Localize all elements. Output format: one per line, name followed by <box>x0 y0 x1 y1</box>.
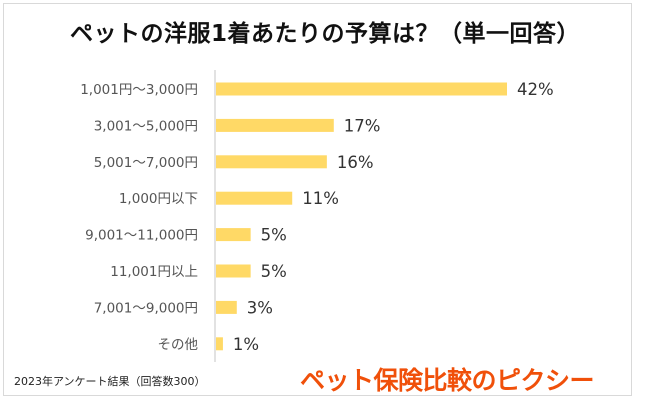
value-label: 42% <box>517 80 554 99</box>
category-label: 7,001～9,000円 <box>94 300 198 316</box>
category-label: 9,001～11,000円 <box>85 228 198 244</box>
value-label: 1% <box>233 335 259 354</box>
bar <box>216 337 223 351</box>
brand-logo-text: ペット保険比較のピクシー <box>300 366 595 395</box>
category-label: その他 <box>158 337 199 353</box>
value-label: 16% <box>337 153 374 172</box>
category-label: 3,001～5,000円 <box>94 118 198 134</box>
bar <box>216 228 251 242</box>
bar <box>216 155 327 169</box>
chart-title: ペットの洋服1着あたりの予算は？（単一回答） <box>69 21 580 47</box>
bar <box>216 118 334 132</box>
bar <box>216 264 251 278</box>
chart-frame <box>3 3 632 396</box>
bar <box>216 300 237 314</box>
value-label: 3% <box>247 298 273 317</box>
value-label: 5% <box>261 262 287 281</box>
bar <box>216 191 293 205</box>
survey-footnote: 2023年アンケート結果（回答数300） <box>14 375 206 388</box>
category-label: 1,001円～3,000円 <box>80 82 198 98</box>
value-label: 11% <box>302 189 339 208</box>
category-label: 1,000円以下 <box>119 191 198 207</box>
bar <box>216 82 507 96</box>
value-label: 17% <box>344 116 381 135</box>
category-label: 11,001円以上 <box>110 264 198 280</box>
value-label: 5% <box>261 226 287 245</box>
category-label: 5,001～7,000円 <box>94 155 198 171</box>
